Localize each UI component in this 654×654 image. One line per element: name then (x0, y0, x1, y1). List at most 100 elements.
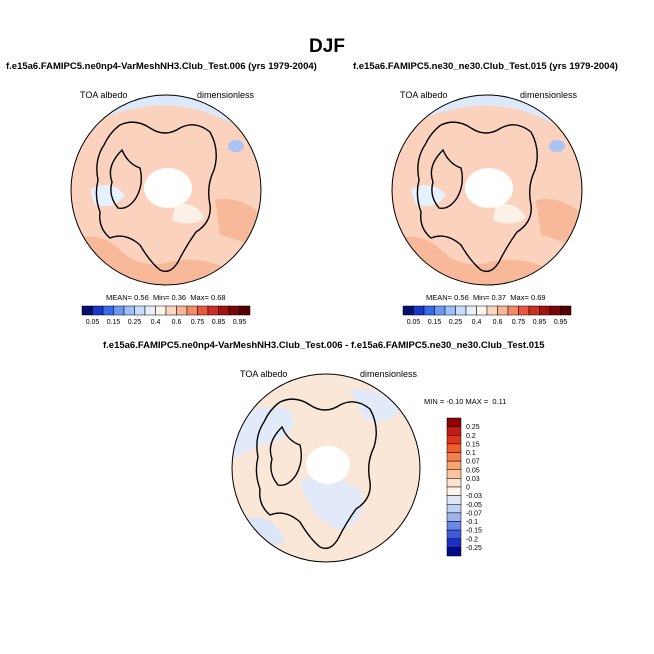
colorbar-2-swatch (434, 305, 446, 316)
panel-3-min-label: MIN = (424, 397, 445, 406)
panel-2-mean-label: MEAN= (426, 293, 453, 302)
map-2-greenland-low-patch (411, 185, 446, 207)
colorbar-1-tick-label: 0.25 (128, 319, 142, 326)
map-2-central-patch (493, 203, 526, 224)
panel-1-mean-value: 0.56 (134, 293, 149, 302)
colorbar-3-tick-label: -0.2 (466, 536, 478, 543)
colorbar-2-swatch (402, 305, 414, 316)
map-3-low-region-center (300, 476, 363, 530)
panel-2-variable-label: TOA albedo (400, 90, 448, 100)
colorbar-3-tick-label: -0.05 (466, 502, 482, 509)
panel-2-case-title: f.e15a6.FAMIPC5.ne30_ne30.Club_Test.015 … (353, 61, 618, 72)
colorbar-3-swatch (446, 460, 462, 470)
colorbar-2-swatch (497, 305, 509, 316)
map-3-coastlines (255, 398, 377, 550)
colorbar-2-tick-label: 0.95 (554, 319, 568, 326)
colorbar-2-tick-label: 0.05 (407, 319, 421, 326)
panel-2-min-label: Min= (472, 293, 490, 302)
colorbar-3-swatch (446, 504, 462, 514)
panel-2-min-value: 0.37 (491, 293, 507, 302)
colorbar-3-tick-label: 0.15 (466, 441, 480, 448)
colorbar-2-swatch (413, 305, 425, 316)
colorbar-3-swatch (446, 443, 462, 453)
panel-1-min-label: Min= (152, 293, 170, 302)
map-2-boundary (391, 94, 583, 286)
colorbar-2-tick-label: 0.15 (428, 319, 442, 326)
colorbar-3-tick-label: 0.07 (466, 459, 480, 466)
panel-1-min-value: 0.36 (171, 293, 187, 302)
panel-2-stats: MEAN= 0.56 Min= 0.37 Max= 0.69 (426, 293, 546, 302)
colorbar-3-tick-label: -0.25 (466, 545, 482, 552)
panel-1-max-label: Max= (190, 293, 209, 302)
colorbar-3-swatch (446, 469, 462, 479)
panel-3-variable-label: TOA albedo (240, 369, 288, 379)
colorbar-2-swatch (465, 305, 477, 316)
colorbar-3-swatch (446, 547, 462, 557)
colorbar-3-swatch (446, 512, 462, 522)
map-1-central-patch (172, 203, 205, 224)
colorbar-3-swatch (446, 417, 462, 427)
colorbar-1-swatch (144, 305, 156, 316)
colorbar-3-swatch (446, 529, 462, 539)
colorbar-1-tick-label: 0.95 (233, 319, 247, 326)
colorbar-2-swatch (476, 305, 488, 316)
colorbar-1-tick-label: 0.75 (191, 319, 205, 326)
panel-1-max-value: 0.68 (210, 293, 226, 302)
colorbar-1-tick-label: 0.15 (107, 319, 121, 326)
colorbar-3-swatch (446, 452, 462, 462)
colorbar-1-swatch (123, 305, 135, 316)
colorbar-3-tick-label: 0.2 (466, 433, 476, 440)
colorbar-3-tick-label: -0.15 (466, 528, 482, 535)
colorbar-1-swatch (197, 305, 209, 316)
map-1-blue-patch (228, 140, 244, 152)
map-panel-1 (70, 94, 262, 286)
colorbar-2-swatch (486, 305, 498, 316)
map-3-boundary (231, 373, 421, 563)
map-3-low-region-west (232, 406, 294, 460)
colorbar-1-swatch (218, 305, 230, 316)
colorbar-1-swatch (228, 305, 240, 316)
colorbar-3-tick-label: 0.1 (466, 450, 476, 457)
colorbar-1-swatch (134, 305, 146, 316)
map-1-greenland-low-patch (90, 185, 125, 207)
colorbar-3-tick-label: 0.25 (466, 424, 480, 431)
colorbar-1-swatch (176, 305, 188, 316)
colorbar-1-swatch (155, 305, 167, 316)
colorbar-1: 0.05 0.15 0.25 0.4 0.6 0.75 0.85 0.95 (81, 305, 251, 326)
colorbar-2-swatch (539, 305, 551, 316)
colorbar-1-swatch (165, 305, 177, 316)
colorbar-2-swatch (549, 305, 561, 316)
colorbar-1-tick-label: 0.85 (212, 319, 226, 326)
colorbar-1-swatch (113, 305, 125, 316)
panel-3-max-value: 0.11 (492, 397, 507, 406)
colorbar-1-swatch (92, 305, 104, 316)
colorbar-3-swatch (446, 538, 462, 548)
map-2-polar-hole (465, 168, 513, 208)
colorbar-2-swatch (455, 305, 467, 316)
colorbar-1-tick-label: 0.05 (86, 319, 100, 326)
panel-3-min-value: -0.10 (446, 397, 464, 406)
colorbar-3-swatch (446, 495, 462, 505)
map-3-polar-hole (306, 446, 350, 484)
colorbar-3-tick-label: 0.03 (466, 476, 480, 483)
map-1-polar-hole (144, 168, 192, 208)
colorbar-1-swatch (239, 305, 251, 316)
colorbar-2-tick-label: 0.6 (493, 319, 503, 326)
colorbar-3-swatch (446, 521, 462, 531)
colorbar-3: 0.250.20.150.10.070.050.030-0.03-0.05-0.… (446, 417, 482, 557)
panel-2-units-label: dimensionless (520, 90, 578, 100)
colorbar-1-swatch (207, 305, 219, 316)
panel-3-stats: MIN = -0.10 MAX = 0.11 (424, 397, 506, 406)
map-2-coastlines (416, 121, 538, 273)
colorbar-3-swatch (446, 478, 462, 488)
colorbar-1-tick-label: 0.6 (172, 319, 182, 326)
colorbar-3-tick-label: -0.07 (466, 510, 482, 517)
map-1-coastlines (95, 121, 217, 273)
panel-3-case-title: f.e15a6.FAMIPC5.ne0np4-VarMeshNH3.Club_T… (103, 340, 545, 351)
colorbar-2-swatch (528, 305, 540, 316)
colorbar-3-tick-label: -0.1 (466, 519, 478, 526)
panel-2-max-label: Max= (510, 293, 529, 302)
colorbar-3-tick-label: 0.05 (466, 467, 480, 474)
panel-1-variable-label: TOA albedo (80, 90, 128, 100)
